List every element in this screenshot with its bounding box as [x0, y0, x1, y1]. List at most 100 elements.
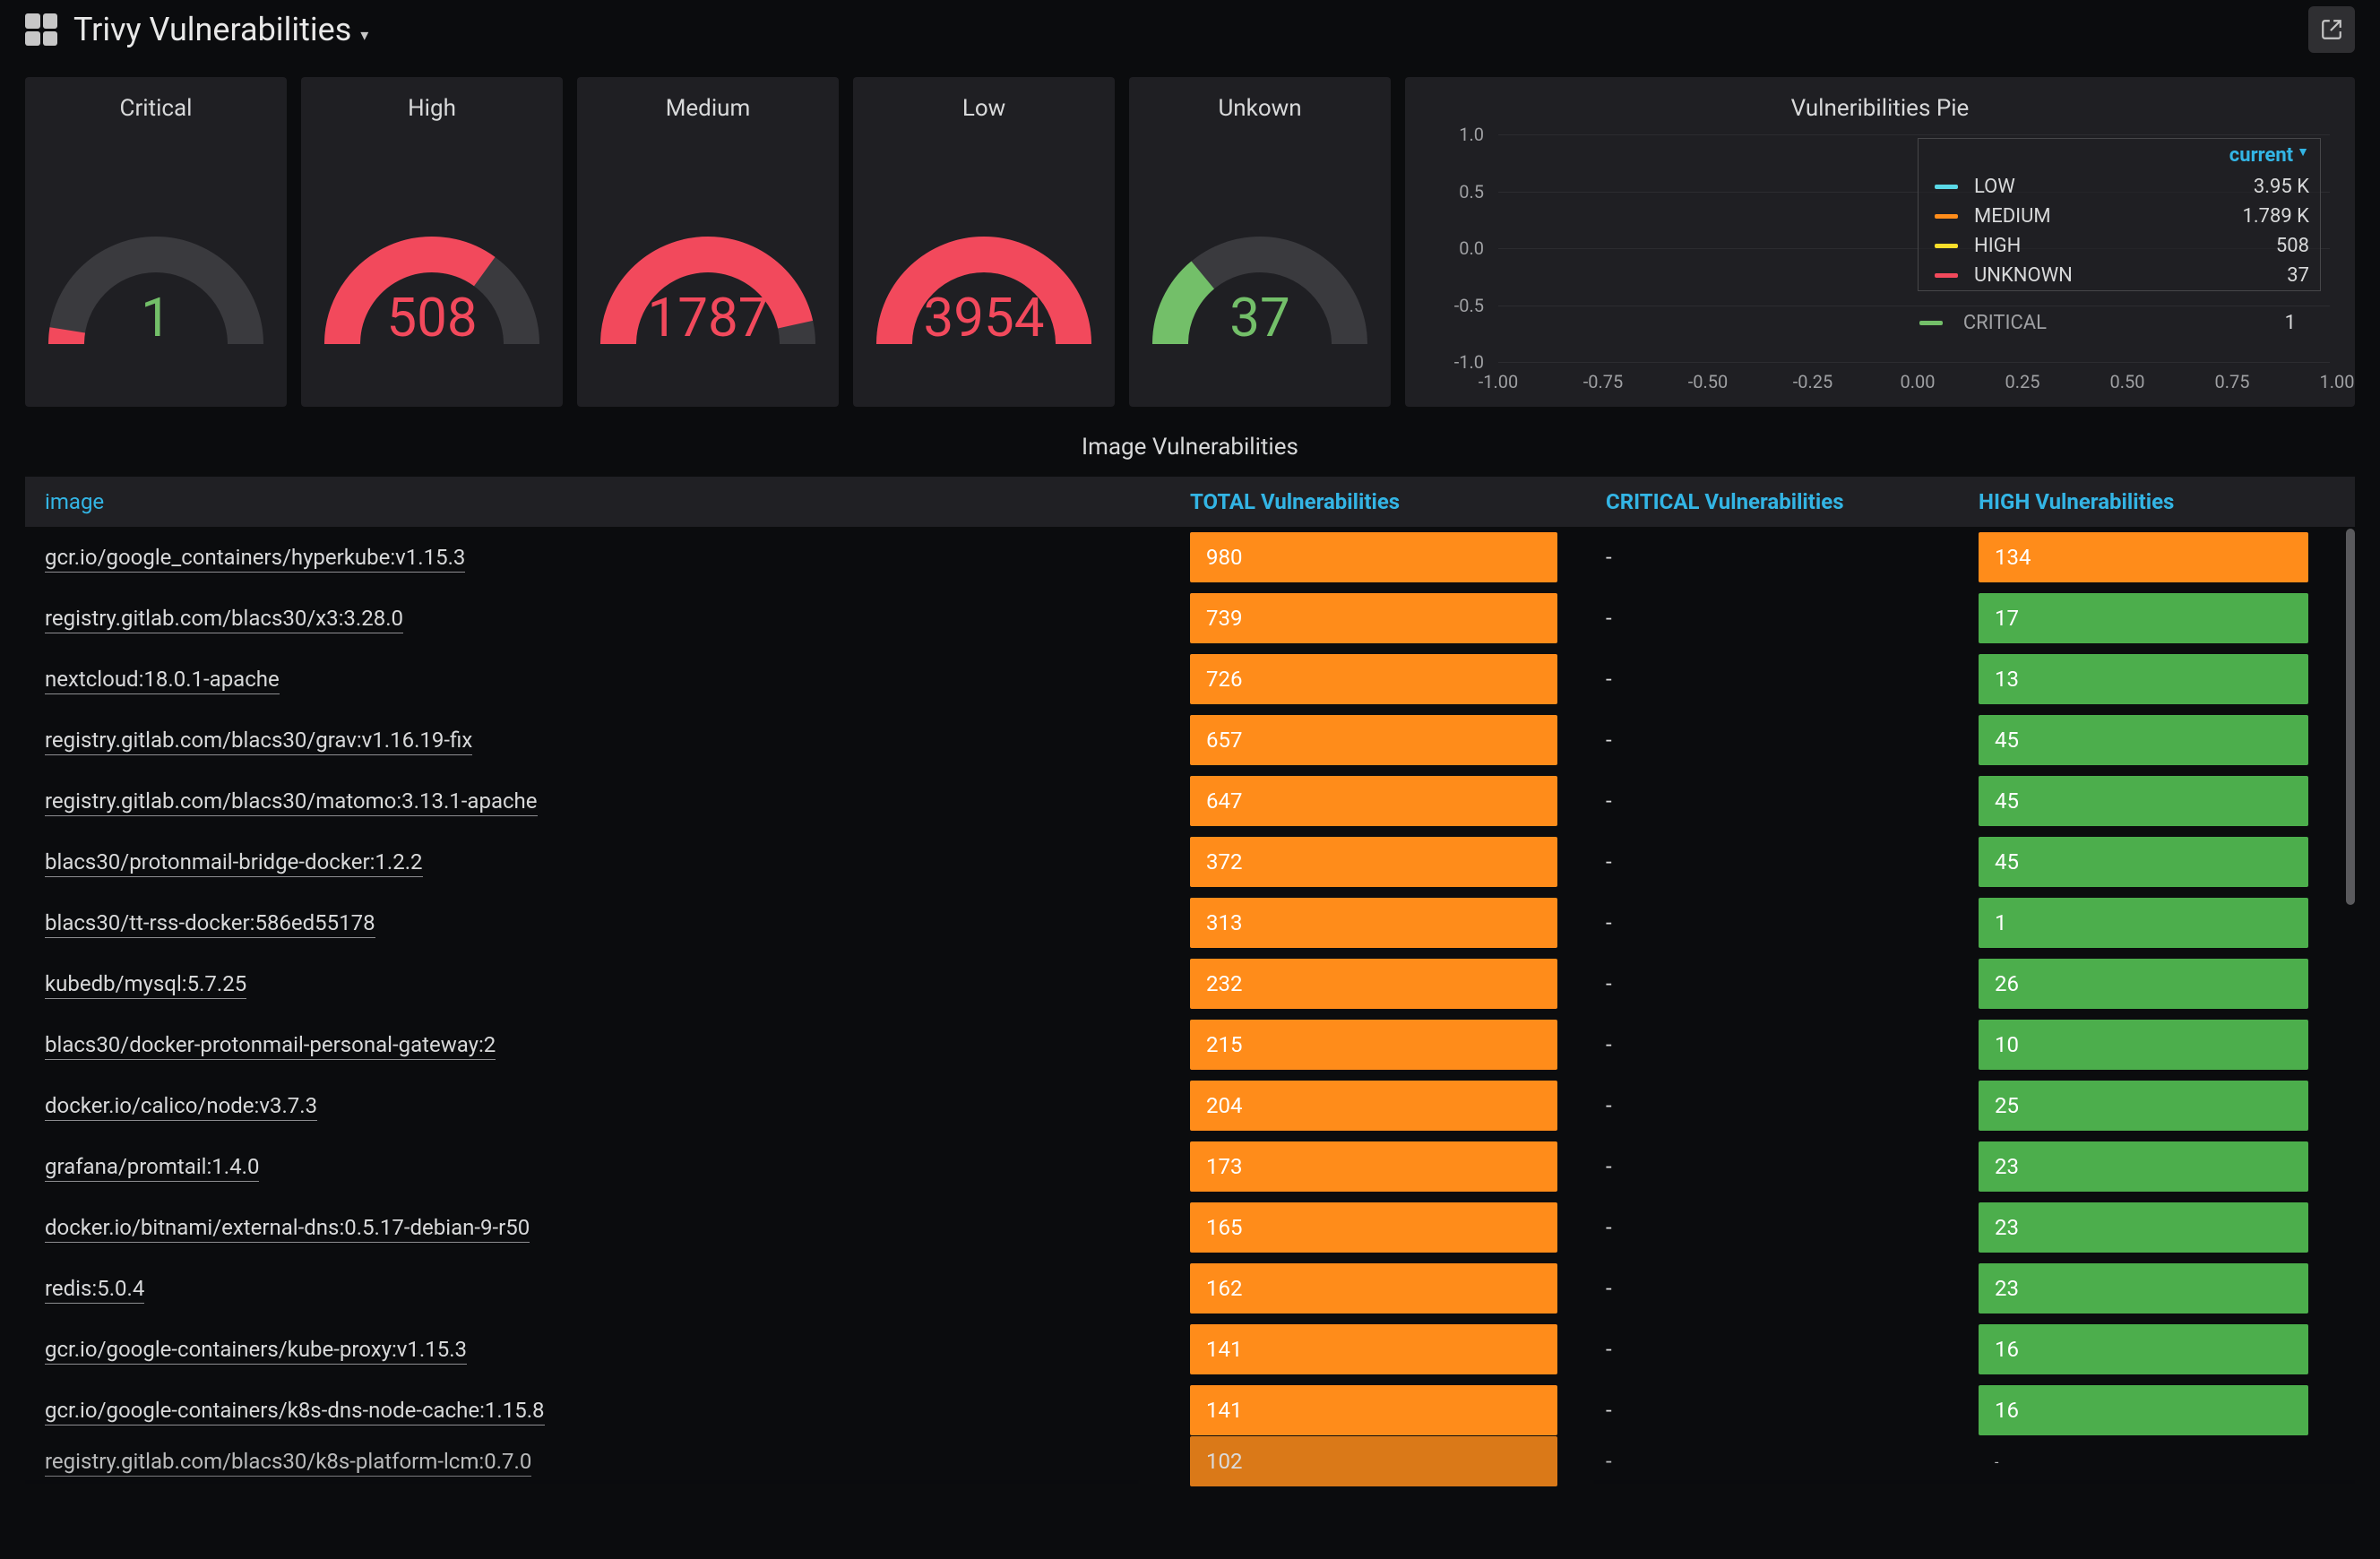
image-vulnerabilities-panel: Image Vulnerabilities image TOTAL Vulner…	[25, 423, 2355, 1500]
gauge-panel-critical: Critical 1	[25, 77, 287, 407]
table-row: blacs30/docker-protonmail-personal-gatew…	[25, 1016, 2355, 1077]
cell-high: 25	[1979, 1081, 2319, 1131]
gauge-value: 1787	[577, 286, 839, 349]
cell-image[interactable]: registry.gitlab.com/blacs30/matomo:3.13.…	[25, 788, 1190, 814]
table-row: gcr.io/google_containers/hyperkube:v1.15…	[25, 529, 2355, 590]
cell-total: 726	[1190, 654, 1584, 704]
legend-dash-critical	[1919, 321, 1943, 325]
cell-high: 13	[1979, 654, 2319, 704]
col-header-total[interactable]: TOTAL Vulnerabilities	[1190, 489, 1584, 514]
cell-total: 232	[1190, 959, 1584, 1009]
table-scrollbar[interactable]	[2346, 529, 2355, 1500]
table-row: registry.gitlab.com/blacs30/matomo:3.13.…	[25, 772, 2355, 833]
cell-image[interactable]: nextcloud:18.0.1-apache	[25, 667, 1190, 692]
gauge-label: Low	[853, 77, 1115, 129]
col-header-critical[interactable]: CRITICAL Vulnerabilities	[1584, 489, 1979, 514]
pie-legend: current▼ LOW3.95 KMEDIUM1.789 KHIGH508UN…	[1918, 138, 2321, 291]
legend-header[interactable]: current▼	[1919, 139, 2320, 172]
cell-high: 23	[1979, 1263, 2319, 1314]
cell-high: 45	[1979, 837, 2319, 887]
cell-image[interactable]: blacs30/docker-protonmail-personal-gatew…	[25, 1032, 1190, 1057]
x-tick: -0.50	[1688, 371, 1729, 392]
cell-high: 26	[1979, 959, 2319, 1009]
table-row: blacs30/tt-rss-docker:586ed55178 313 - 1	[25, 894, 2355, 955]
cell-image[interactable]: gcr.io/google-containers/kube-proxy:v1.1…	[25, 1337, 1190, 1362]
legend-item[interactable]: MEDIUM1.789 K	[1919, 202, 2320, 231]
share-icon	[2320, 18, 2343, 41]
cell-critical: -	[1584, 1154, 1979, 1179]
gauge-value: 1	[25, 286, 287, 349]
cell-image[interactable]: registry.gitlab.com/blacs30/k8s-platform…	[25, 1449, 1190, 1474]
legend-item[interactable]: UNKNOWN37	[1919, 261, 2320, 290]
legend-item[interactable]: LOW 3.95 K	[1919, 172, 2320, 202]
cell-total: 739	[1190, 593, 1584, 643]
cell-critical: -	[1584, 545, 1979, 570]
cell-high: 1	[1979, 898, 2319, 948]
y-tick: 0.5	[1430, 181, 1484, 202]
x-tick: -0.25	[1793, 371, 1833, 392]
cell-total: 313	[1190, 898, 1584, 948]
cell-image[interactable]: grafana/promtail:1.4.0	[25, 1154, 1190, 1179]
cell-critical: -	[1584, 606, 1979, 631]
cell-total: 372	[1190, 837, 1584, 887]
x-tick: -0.75	[1583, 371, 1624, 392]
table-row: nextcloud:18.0.1-apache 726 - 13	[25, 650, 2355, 711]
gauge-panel-medium: Medium 1787	[577, 77, 839, 407]
cell-critical: -	[1584, 1276, 1979, 1301]
legend-value-critical: 1	[2285, 312, 2296, 334]
table-header-row: image TOTAL Vulnerabilities CRITICAL Vul…	[25, 477, 2355, 529]
cell-high: 45	[1979, 776, 2319, 826]
y-tick: 1.0	[1430, 124, 1484, 145]
cell-image[interactable]: blacs30/tt-rss-docker:586ed55178	[25, 910, 1190, 935]
cell-image[interactable]: registry.gitlab.com/blacs30/grav:v1.16.1…	[25, 728, 1190, 753]
cell-total: 980	[1190, 532, 1584, 582]
gauge-panel-unkown: Unkown 37	[1129, 77, 1391, 407]
gauge-value: 3954	[853, 286, 1115, 349]
cell-high: 17	[1979, 593, 2319, 643]
share-button[interactable]	[2308, 6, 2355, 53]
legend-item[interactable]: HIGH508	[1919, 231, 2320, 261]
legend-label-critical: CRITICAL	[1963, 312, 2047, 334]
col-header-high[interactable]: HIGH Vulnerabilities	[1979, 489, 2319, 514]
pie-panel-title: Vulneribilities Pie	[1405, 77, 2355, 129]
cell-image[interactable]: gcr.io/google-containers/k8s-dns-node-ca…	[25, 1398, 1190, 1423]
table-row: registry.gitlab.com/blacs30/x3:3.28.0 73…	[25, 590, 2355, 650]
dashboard-grid-icon[interactable]	[25, 13, 57, 46]
gauge-value: 508	[301, 286, 563, 349]
legend-label: MEDIUM	[1974, 205, 2051, 228]
cell-high: 10	[1979, 1020, 2319, 1070]
col-header-image[interactable]: image	[25, 489, 1190, 514]
table-row: registry.gitlab.com/blacs30/grav:v1.16.1…	[25, 711, 2355, 772]
legend-value: 508	[2276, 235, 2309, 257]
table-row: blacs30/protonmail-bridge-docker:1.2.2 3…	[25, 833, 2355, 894]
cell-high: 23	[1979, 1202, 2319, 1253]
cell-image[interactable]: docker.io/bitnami/external-dns:0.5.17-de…	[25, 1215, 1190, 1240]
cell-image[interactable]: redis:5.0.4	[25, 1276, 1190, 1301]
gauge-panel-high: High 508	[301, 77, 563, 407]
cell-image[interactable]: blacs30/protonmail-bridge-docker:1.2.2	[25, 849, 1190, 874]
vulnerabilities-pie-panel: Vulneribilities Pie 1.00.50.0-0.5-1.0-1.…	[1405, 77, 2355, 407]
table-row: grafana/promtail:1.4.0 173 - 23	[25, 1138, 2355, 1199]
legend-value: 3.95 K	[2254, 176, 2309, 198]
y-tick: 0.0	[1430, 237, 1484, 259]
table-row: redis:5.0.4 162 - 23	[25, 1260, 2355, 1321]
cell-total: 204	[1190, 1081, 1584, 1131]
cell-image[interactable]: docker.io/calico/node:v3.7.3	[25, 1093, 1190, 1118]
cell-total: 647	[1190, 776, 1584, 826]
legend-label: LOW	[1974, 176, 2015, 198]
cell-critical: -	[1584, 667, 1979, 692]
gauge-label: Critical	[25, 77, 287, 129]
table-row: registry.gitlab.com/blacs30/k8s-platform…	[25, 1443, 2355, 1484]
cell-image[interactable]: gcr.io/google_containers/hyperkube:v1.15…	[25, 545, 1190, 570]
gauge-panel-low: Low 3954	[853, 77, 1115, 407]
gauge-label: Unkown	[1129, 77, 1391, 129]
legend-label: UNKNOWN	[1974, 264, 2073, 287]
x-tick: 1.00	[2320, 371, 2355, 392]
table-row: gcr.io/google-containers/k8s-dns-node-ca…	[25, 1382, 2355, 1443]
x-tick: 0.75	[2215, 371, 2250, 392]
cell-image[interactable]: registry.gitlab.com/blacs30/x3:3.28.0	[25, 606, 1190, 631]
y-tick: -1.0	[1430, 351, 1484, 373]
cell-image[interactable]: kubedb/mysql:5.7.25	[25, 971, 1190, 996]
dashboard-title[interactable]: Trivy Vulnerabilities▾	[73, 11, 368, 48]
cell-critical: -	[1584, 1093, 1979, 1118]
